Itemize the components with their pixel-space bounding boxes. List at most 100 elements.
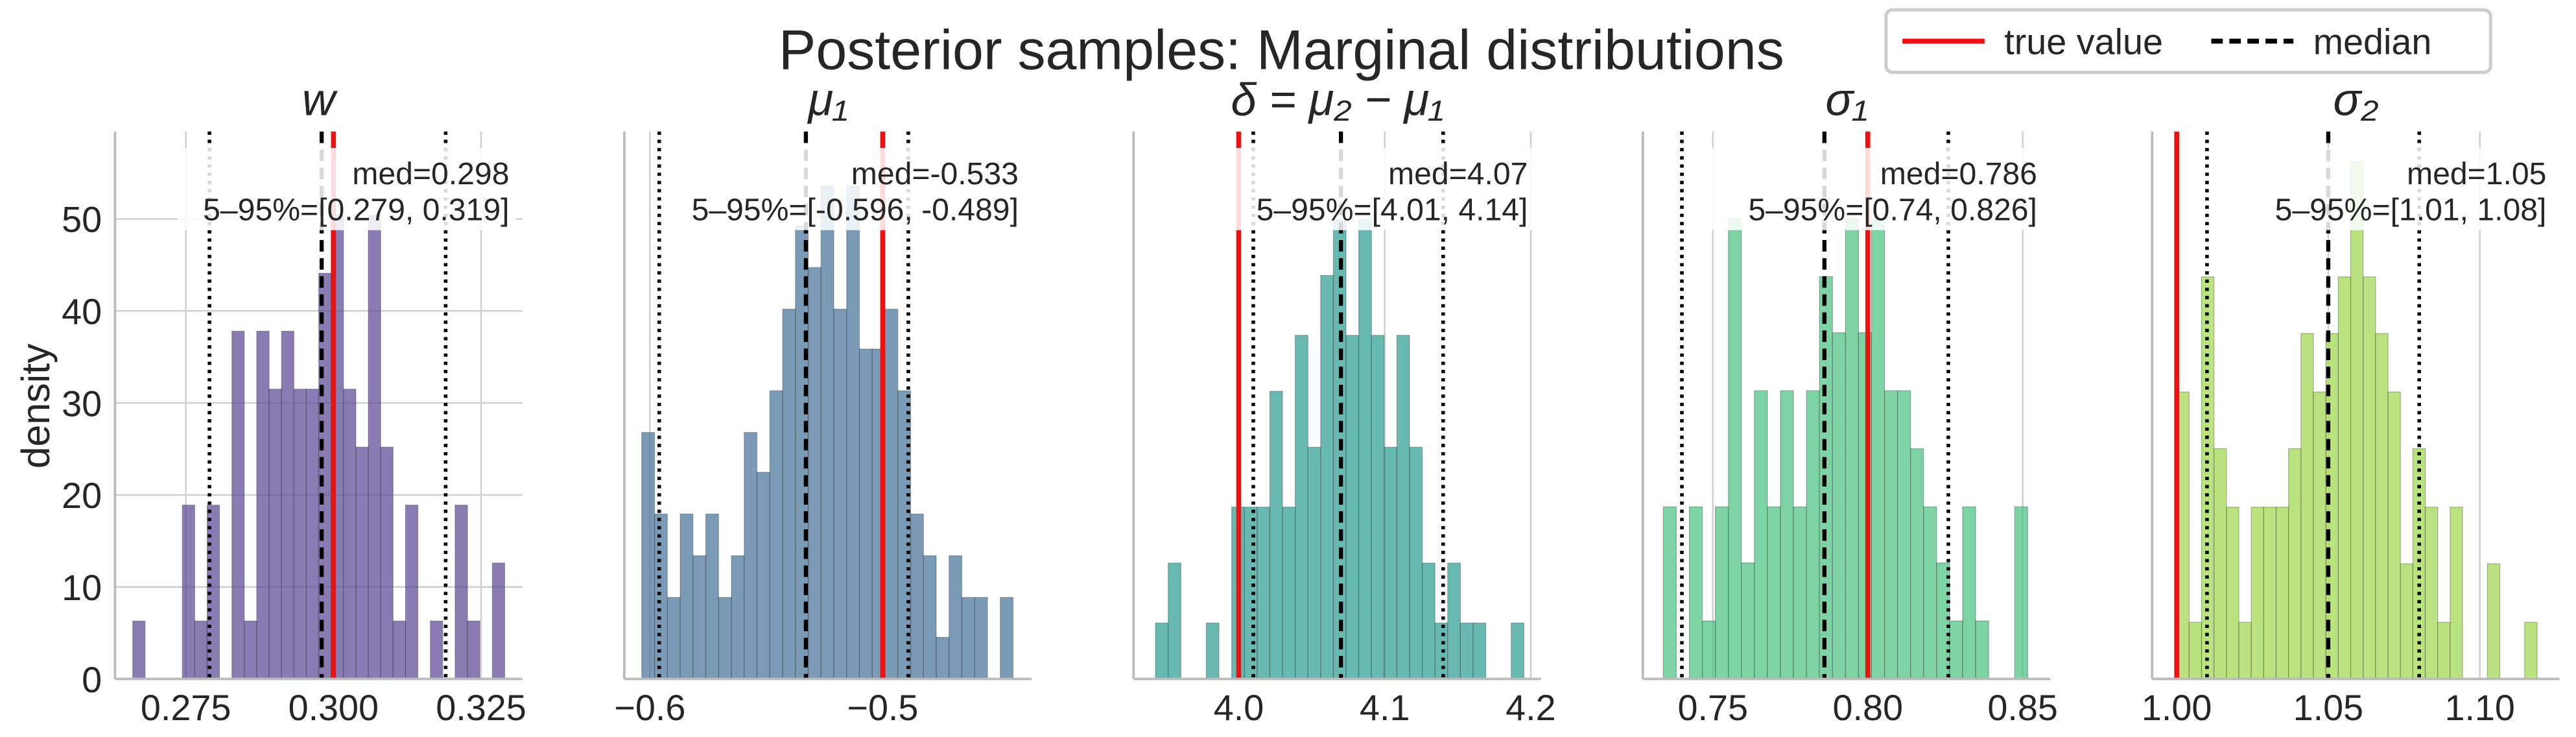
bar — [2350, 161, 2364, 680]
bar — [1168, 562, 1181, 680]
bar — [2288, 448, 2302, 680]
bar — [194, 620, 208, 680]
bar — [654, 513, 668, 680]
bar — [2387, 391, 2401, 680]
annotation: 5–95%=[-0.596, -0.489] — [692, 193, 1019, 228]
bar — [2275, 507, 2289, 680]
bar — [1155, 622, 1169, 680]
annotation: 5–95%=[1.01, 1.08] — [2275, 193, 2547, 228]
bar — [256, 330, 270, 680]
annotation-box — [687, 148, 1026, 230]
bar — [1421, 562, 1436, 680]
bar — [2014, 506, 2028, 680]
bar — [2524, 622, 2538, 680]
bar — [833, 308, 847, 680]
bar — [756, 472, 770, 680]
bar — [268, 389, 282, 680]
bar — [718, 597, 732, 680]
bar — [1244, 507, 1258, 680]
bar — [1205, 622, 1220, 680]
bar — [1780, 390, 1794, 680]
bar — [1806, 390, 1820, 680]
x-tick-label: 0.300 — [289, 688, 379, 728]
bar — [1358, 219, 1372, 680]
x-tick-label: 0.85 — [1987, 688, 2057, 728]
bar — [2487, 563, 2501, 680]
x-tick-label: 4.1 — [1360, 688, 1410, 728]
bar — [820, 185, 834, 680]
bar — [467, 620, 480, 680]
bar — [2337, 276, 2352, 680]
annotation: med=-0.533 — [851, 156, 1019, 191]
bar — [1910, 448, 1924, 680]
bar — [782, 308, 796, 680]
bar — [961, 597, 975, 680]
bar — [1282, 507, 1296, 680]
figure-title: Posterior samples: Marginal distribution… — [779, 19, 1784, 81]
bar — [1409, 446, 1423, 680]
bar — [2226, 507, 2239, 680]
bar — [355, 446, 369, 680]
legend-frame — [1884, 8, 2492, 75]
bar — [974, 597, 988, 680]
bar — [2188, 622, 2203, 680]
bar — [858, 348, 873, 680]
bar — [1884, 390, 1898, 680]
annotation: med=0.786 — [1880, 156, 2037, 191]
annotation: 5–95%=[0.74, 0.826] — [1748, 193, 2037, 228]
annotation-box — [1196, 148, 1535, 230]
bar — [2313, 391, 2326, 680]
annotation: 5–95%=[0.279, 0.319] — [203, 193, 509, 228]
bar — [769, 390, 783, 680]
bar — [305, 389, 320, 680]
bar — [1754, 390, 1768, 680]
bar — [2437, 622, 2451, 680]
bar — [936, 636, 950, 680]
bar — [1714, 506, 1729, 680]
bar — [1434, 622, 1448, 680]
bar — [343, 389, 357, 680]
legend-label: median — [2313, 22, 2432, 62]
bar — [1793, 506, 1807, 680]
panel-title: σ₂ — [2334, 74, 2379, 125]
panel-title: μ₁ — [807, 74, 847, 125]
y-tick-label: 10 — [62, 568, 102, 608]
bar — [846, 185, 860, 680]
bar — [1741, 562, 1755, 680]
x-tick-label: 0.325 — [436, 688, 526, 728]
bar — [2424, 507, 2439, 680]
bar — [949, 555, 963, 680]
bar — [2300, 333, 2314, 680]
bar — [293, 389, 307, 680]
bar — [807, 267, 821, 680]
bar — [884, 308, 899, 680]
bar — [1923, 506, 1937, 680]
x-tick-label: 0.275 — [141, 688, 231, 728]
x-tick-label: −0.6 — [614, 688, 685, 728]
bar — [731, 555, 745, 680]
bar — [910, 513, 924, 680]
bar — [1371, 335, 1385, 680]
annotation: med=4.07 — [1388, 156, 1528, 191]
annotation: med=1.05 — [2407, 156, 2546, 191]
bar — [2263, 507, 2277, 680]
y-tick-label: 0 — [82, 660, 102, 700]
x-tick-label: 0.75 — [1678, 688, 1748, 728]
bar — [231, 330, 245, 680]
bar — [1767, 506, 1781, 680]
bar — [1832, 332, 1846, 680]
bar — [1701, 620, 1716, 680]
bar — [392, 620, 407, 680]
bar — [1000, 597, 1014, 680]
y-tick-label: 30 — [62, 383, 102, 424]
bar — [2450, 507, 2463, 680]
bar — [1447, 562, 1461, 680]
bar — [182, 504, 195, 680]
x-tick-label: 0.80 — [1832, 688, 1902, 728]
x-tick-label: −0.5 — [847, 688, 918, 728]
bar — [1949, 620, 1963, 680]
bar — [705, 513, 719, 680]
bar — [1472, 622, 1487, 680]
legend-label: true value — [2004, 22, 2163, 62]
